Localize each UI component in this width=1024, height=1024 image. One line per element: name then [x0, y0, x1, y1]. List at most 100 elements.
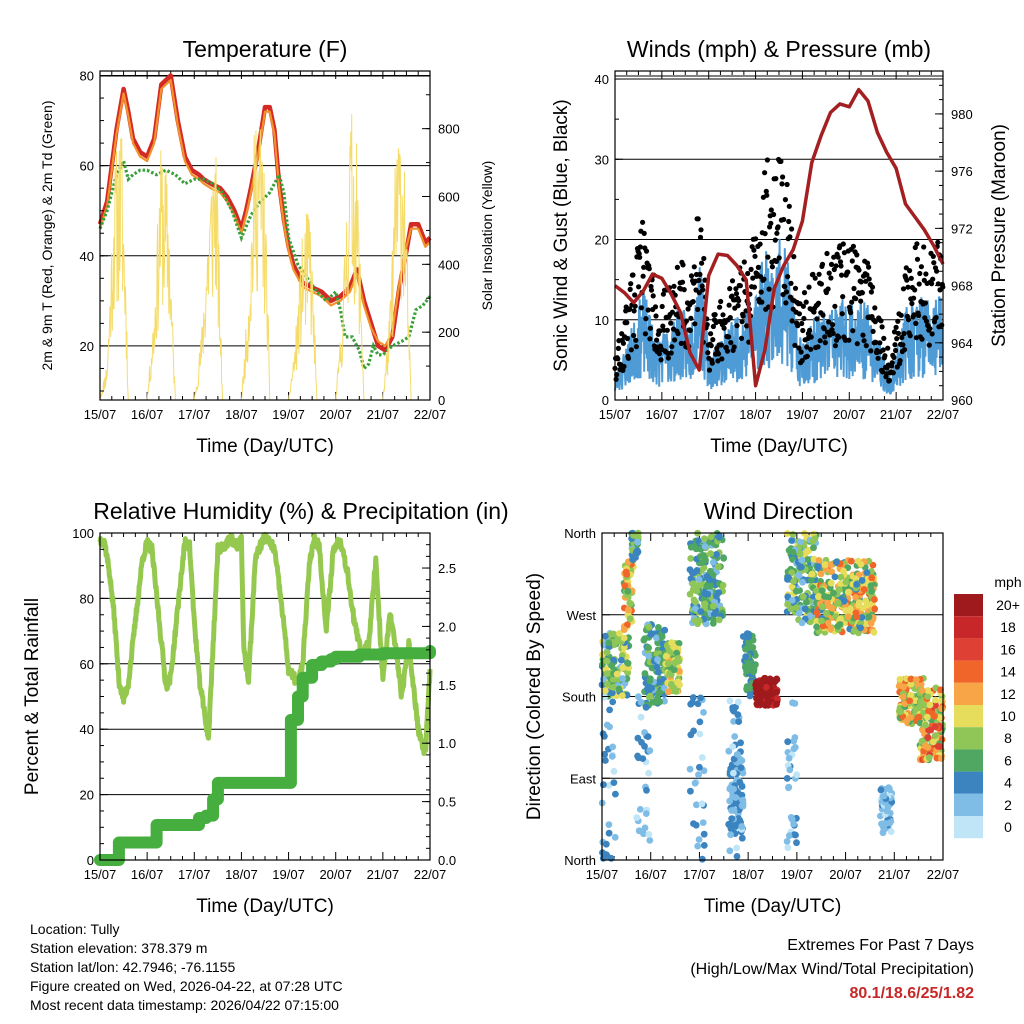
- winds-gust-point: [930, 253, 936, 259]
- direction-point: [883, 807, 891, 815]
- direction-point: [737, 764, 745, 771]
- winds-gust-point: [786, 218, 792, 225]
- direction-point: [645, 769, 652, 777]
- winds-gust-point: [872, 319, 878, 325]
- winds-gust-point: [731, 344, 737, 350]
- winds-gust-point: [721, 325, 727, 331]
- direction-point: [824, 599, 831, 607]
- winds-gust-point: [640, 273, 646, 279]
- direction-point: [647, 631, 655, 638]
- direction-point: [867, 582, 875, 590]
- winds-gust-point: [820, 312, 826, 318]
- figure-created: Figure created on Wed, 2026-04-22, at 07…: [30, 978, 343, 994]
- winds-gust-point: [752, 253, 758, 259]
- winds-gust-point: [641, 230, 647, 236]
- direction-point: [746, 638, 753, 646]
- winds-gust-point: [762, 170, 768, 176]
- winds-gust-point: [691, 264, 697, 270]
- direction-point: [609, 698, 617, 706]
- humidity-left-ytick-label-0: 0: [87, 853, 94, 868]
- winds-gust-point: [648, 287, 655, 293]
- direction-point: [599, 730, 607, 738]
- direction-point: [865, 613, 873, 621]
- winds-gust-point: [895, 330, 902, 336]
- direction-point: [743, 630, 751, 637]
- direction-point: [903, 717, 911, 725]
- temperature-plot-border: [99, 70, 431, 401]
- winds-gust-point: [724, 348, 731, 354]
- winds-gust-point: [836, 334, 842, 340]
- direction-point: [897, 708, 904, 716]
- winds-gust-point: [868, 289, 875, 295]
- winds-gust-point: [782, 284, 788, 290]
- winds-gust-point: [776, 255, 782, 261]
- winds-gust-point: [758, 289, 764, 295]
- winds-gust-point: [792, 342, 798, 348]
- direction-legend-label-9: 2: [1004, 797, 1012, 813]
- direction-point: [655, 624, 662, 631]
- direction-legend-label-0: 20+: [996, 597, 1020, 613]
- winds-gust-point: [744, 323, 750, 329]
- direction-legend-label-6: 8: [1004, 730, 1012, 746]
- direction-legend-swatch-8: [954, 771, 983, 794]
- direction-point: [853, 613, 861, 621]
- direction-point: [742, 653, 750, 661]
- station-elevation: Station elevation: 378.379 m: [30, 940, 208, 956]
- direction-point: [734, 751, 741, 758]
- direction-point: [636, 806, 644, 813]
- direction-point: [637, 713, 645, 721]
- direction-point: [931, 712, 938, 720]
- winds-gust-point: [646, 266, 652, 272]
- direction-legend-label-8: 4: [1004, 775, 1012, 791]
- direction-point: [709, 558, 717, 566]
- direction-point: [672, 688, 680, 695]
- direction-point: [842, 607, 850, 614]
- direction-point: [738, 834, 746, 842]
- direction-point: [738, 802, 746, 810]
- direction-point: [813, 587, 820, 595]
- direction-point: [646, 747, 654, 755]
- winds-gust-point: [916, 312, 922, 319]
- winds-gust-point: [783, 289, 790, 295]
- direction-title: Wind Direction: [704, 498, 854, 524]
- winds-gust-point: [702, 277, 708, 283]
- direction-point: [726, 797, 734, 805]
- winds-gust-point: [850, 243, 857, 249]
- direction-point: [701, 543, 709, 550]
- winds-gust-point: [650, 293, 656, 299]
- winds-gust-point: [697, 271, 703, 277]
- direction-point: [822, 609, 830, 617]
- winds-gust-point: [643, 316, 649, 322]
- winds-gust-point: [781, 216, 787, 223]
- winds-gust-point: [669, 344, 675, 350]
- winds-gust-point: [647, 325, 654, 331]
- winds-gust-point: [773, 258, 780, 264]
- winds-gust-point: [762, 231, 768, 237]
- direction-point: [739, 796, 747, 804]
- direction-point: [714, 563, 722, 570]
- winds-gust-point: [787, 234, 793, 240]
- winds-gust-point: [816, 271, 822, 277]
- winds-gust-point: [803, 299, 809, 305]
- direction-point: [832, 558, 840, 566]
- winds-gust-point: [849, 258, 855, 264]
- temperature-right-ytick-label-3: 600: [438, 189, 460, 204]
- winds-gust-point: [710, 337, 716, 343]
- winds-gust-point: [669, 309, 676, 315]
- direction-point: [815, 593, 822, 601]
- winds-gust-point: [901, 330, 907, 337]
- direction-point: [859, 604, 867, 612]
- temperature-xtick-label-7: 22/07: [414, 407, 447, 422]
- direction-point: [857, 561, 865, 568]
- direction-point: [602, 840, 610, 848]
- direction-point: [924, 734, 932, 741]
- direction-point: [687, 787, 694, 795]
- winds-gust-point: [695, 216, 701, 222]
- direction-point: [791, 734, 799, 741]
- winds-gust-point: [642, 331, 649, 337]
- direction-point: [798, 619, 806, 627]
- winds-gust-point: [841, 250, 848, 256]
- direction-point: [916, 703, 923, 711]
- direction-plot-border: [601, 532, 944, 861]
- direction-point: [653, 634, 660, 642]
